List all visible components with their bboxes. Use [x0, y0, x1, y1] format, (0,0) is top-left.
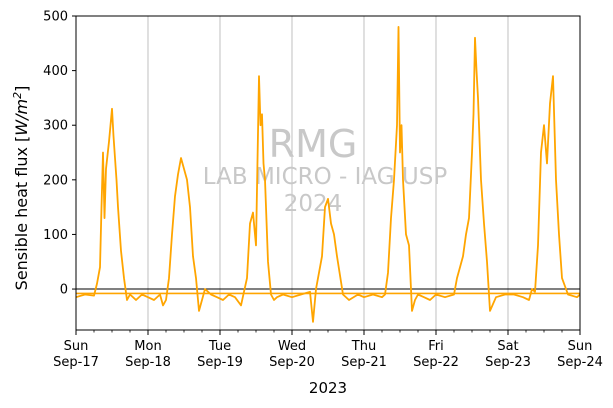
x-tick-date-Sep-22: Sep-22 [413, 355, 459, 370]
watermark: RMG LAB MICRO - IAG USP 2024 [203, 122, 448, 217]
x-tick-date-Sep-24: Sep-24 [557, 355, 603, 370]
y-tick-label-500: 500 [43, 10, 68, 25]
x-tick-date-Sep-18: Sep-18 [125, 355, 171, 370]
series-layer [76, 25, 580, 323]
reference-lines [76, 288, 580, 295]
x-tick-day-Sep-24: Sun [568, 339, 593, 354]
x-tick-day-Sep-19: Tue [208, 339, 231, 354]
y-tick-label-0: 0 [60, 283, 68, 298]
y-tick-label-200: 200 [43, 173, 68, 188]
x-tick-date-Sep-19: Sep-19 [197, 355, 243, 370]
y-axis-label-exponent: 2 [11, 92, 24, 99]
watermark-line-2: LAB MICRO - IAG USP [203, 164, 448, 190]
grid-lines [147, 16, 509, 330]
x-tick-day-Sep-20: Wed [278, 339, 306, 354]
y-axis-label-text: Sensible heat flux [ [12, 136, 31, 291]
x-tick-date-Sep-21: Sep-21 [341, 355, 387, 370]
x-tick-date-Sep-17: Sep-17 [53, 355, 99, 370]
watermark-line-1: RMG [269, 122, 358, 166]
watermark-line-3: 2024 [284, 191, 343, 217]
x-tick-date-Sep-20: Sep-20 [269, 355, 315, 370]
x-tick-day-Sep-23: Sat [497, 339, 518, 354]
y-axis-ticks: 0 100 200 300 400 500 [43, 10, 76, 298]
x-tick-day-Sep-18: Mon [134, 339, 161, 354]
x-tick-day-Sep-21: Thu [351, 339, 376, 354]
y-axis-label: Sensible heat flux [W/m2] [11, 86, 31, 291]
x-axis-ticks: SunSep-17MonSep-18TueSep-19WedSep-20ThuS… [53, 330, 603, 370]
x-tick-date-Sep-23: Sep-23 [485, 355, 531, 370]
y-tick-label-100: 100 [43, 228, 68, 243]
y-tick-label-300: 300 [43, 119, 68, 134]
x-tick-day-Sep-17: Sun [64, 339, 89, 354]
y-axis-label-close: ] [12, 86, 31, 92]
y-tick-label-400: 400 [43, 64, 68, 79]
x-tick-day-Sep-22: Fri [428, 339, 444, 354]
y-axis-label-unit: W/m [12, 99, 31, 136]
series-line-0 [76, 25, 580, 323]
x-axis-label: 2023 [309, 379, 347, 397]
